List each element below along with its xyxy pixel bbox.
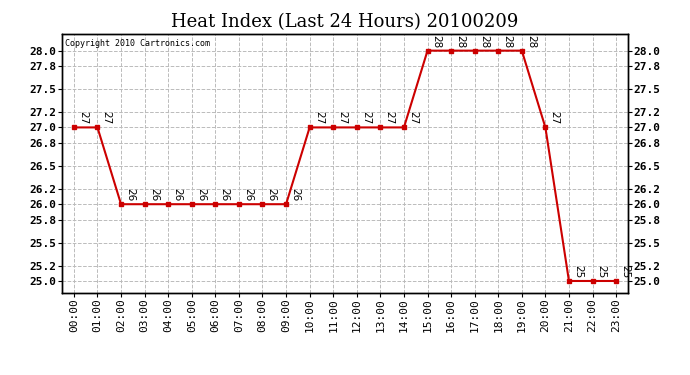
Text: 27: 27: [101, 111, 112, 125]
Text: 27: 27: [361, 111, 371, 125]
Text: 26: 26: [266, 188, 277, 201]
Text: 28: 28: [455, 34, 465, 48]
Title: Heat Index (Last 24 Hours) 20100209: Heat Index (Last 24 Hours) 20100209: [171, 13, 519, 31]
Text: 25: 25: [620, 265, 630, 278]
Text: 27: 27: [549, 111, 560, 125]
Text: 26: 26: [125, 188, 135, 201]
Text: 27: 27: [408, 111, 418, 125]
Text: 27: 27: [337, 111, 347, 125]
Text: 26: 26: [243, 188, 253, 201]
Text: 28: 28: [432, 34, 442, 48]
Text: 26: 26: [196, 188, 206, 201]
Text: 25: 25: [573, 265, 583, 278]
Text: 27: 27: [314, 111, 324, 125]
Text: 28: 28: [526, 34, 536, 48]
Text: 25: 25: [597, 265, 607, 278]
Text: 27: 27: [384, 111, 395, 125]
Text: 26: 26: [290, 188, 300, 201]
Text: 26: 26: [149, 188, 159, 201]
Text: Copyright 2010 Cartronics.com: Copyright 2010 Cartronics.com: [65, 39, 210, 48]
Text: 26: 26: [219, 188, 230, 201]
Text: 26: 26: [172, 188, 182, 201]
Text: 27: 27: [78, 111, 88, 125]
Text: 28: 28: [502, 34, 513, 48]
Text: 28: 28: [479, 34, 489, 48]
